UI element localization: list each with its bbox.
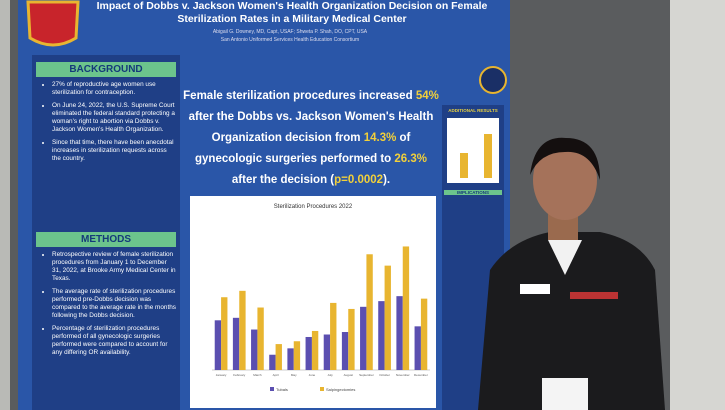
poster-title: Impact of Dobbs v. Jackson Women's Healt… — [96, 0, 488, 25]
affiliation: San Antonio Uniformed Services Health Ed… — [220, 37, 360, 43]
finding-text: of gynecologic surgeries performed to — [195, 132, 411, 165]
bullet: The average rate of sterilization proced… — [52, 288, 176, 320]
bar — [396, 296, 403, 370]
bar — [221, 297, 228, 370]
bar — [420, 298, 428, 370]
badge — [542, 378, 588, 410]
x-tick-label: June — [309, 373, 316, 377]
finding-text: after the Dobbs vs. Jackson Women's Heal… — [188, 111, 434, 144]
background-section: BACKGROUND 27% of reproductive age women… — [36, 62, 176, 168]
x-tick-label: August — [344, 373, 354, 377]
uniform — [478, 232, 665, 410]
poster-chart: Sterilization Procedures 2022 January Febr… — [212, 204, 430, 392]
legend-swatch — [270, 387, 274, 391]
chart-panel — [190, 196, 436, 408]
bar — [269, 354, 276, 370]
bar — [384, 265, 391, 370]
bar — [293, 341, 301, 370]
name-tag — [520, 284, 550, 294]
x-tick-label: December — [414, 373, 428, 377]
bullet: On June 24, 2022, the U.S. Supreme Court… — [52, 102, 176, 134]
finding-text: 54% — [415, 90, 439, 102]
small-bar — [484, 134, 492, 178]
bar — [275, 344, 282, 370]
x-tick-label: October — [379, 373, 390, 377]
x-tick-label: September — [359, 373, 374, 377]
bar — [239, 290, 246, 370]
bullet: Retrospective review of female steriliza… — [52, 251, 176, 283]
bar — [287, 348, 294, 370]
bar — [251, 329, 258, 370]
right-heading: ADDITIONAL RESULTS — [448, 108, 498, 113]
finding-text: 14.3% — [363, 132, 397, 144]
finding-text: 26.3% — [394, 153, 427, 165]
bar — [341, 332, 349, 370]
x-tick-label: July — [327, 373, 333, 377]
bar — [366, 254, 373, 370]
bullet: 27% of reproductive age women use steril… — [52, 81, 176, 97]
bar — [360, 306, 367, 370]
bar — [348, 308, 355, 370]
x-tick-label: February — [233, 373, 246, 377]
legend-swatch — [320, 387, 324, 391]
bar — [414, 326, 421, 370]
legend-label: Tubals — [276, 387, 288, 392]
methods-section: METHODS Retrospective review of female s… — [36, 232, 176, 362]
bullet: Since that time, there have been anecdot… — [52, 139, 176, 163]
bar — [305, 336, 312, 370]
bar — [323, 334, 331, 370]
right-heading: IMPLICATIONS — [444, 190, 502, 195]
finding-text: ). — [383, 174, 391, 186]
section-heading: METHODS — [36, 232, 176, 247]
x-tick-label: March — [253, 373, 262, 377]
x-tick-label: November — [396, 373, 410, 377]
hair — [530, 137, 600, 180]
small-bar — [460, 153, 468, 178]
bar — [232, 317, 240, 370]
bar — [257, 307, 264, 370]
x-tick-label: May — [291, 373, 297, 377]
face — [533, 140, 597, 220]
legend-label: Salpingectomies — [326, 387, 355, 392]
finding-text: p=0.0002 — [334, 174, 384, 186]
crest — [26, 0, 80, 47]
bar — [402, 246, 410, 370]
collar — [548, 240, 582, 275]
bar — [214, 320, 222, 370]
key-finding: Female sterilization procedures increase… — [182, 86, 440, 191]
x-tick-label: April — [273, 373, 279, 377]
bar — [311, 330, 319, 370]
bar — [330, 302, 337, 370]
finding-text: after the decision ( — [231, 174, 335, 186]
finding-text: Female sterilization procedures increase… — [183, 90, 416, 102]
authors: Abigail G. Downey, MD, Capt, USAF; Shwet… — [212, 29, 368, 35]
x-tick-label: January — [216, 373, 227, 377]
bar — [378, 301, 385, 370]
section-heading: BACKGROUND — [36, 62, 176, 77]
bullet: Percentage of sterilization procedures p… — [52, 325, 176, 357]
seal — [479, 66, 507, 94]
ribbons — [570, 292, 618, 299]
chart-title: Sterilization Procedures 2022 — [274, 204, 353, 210]
